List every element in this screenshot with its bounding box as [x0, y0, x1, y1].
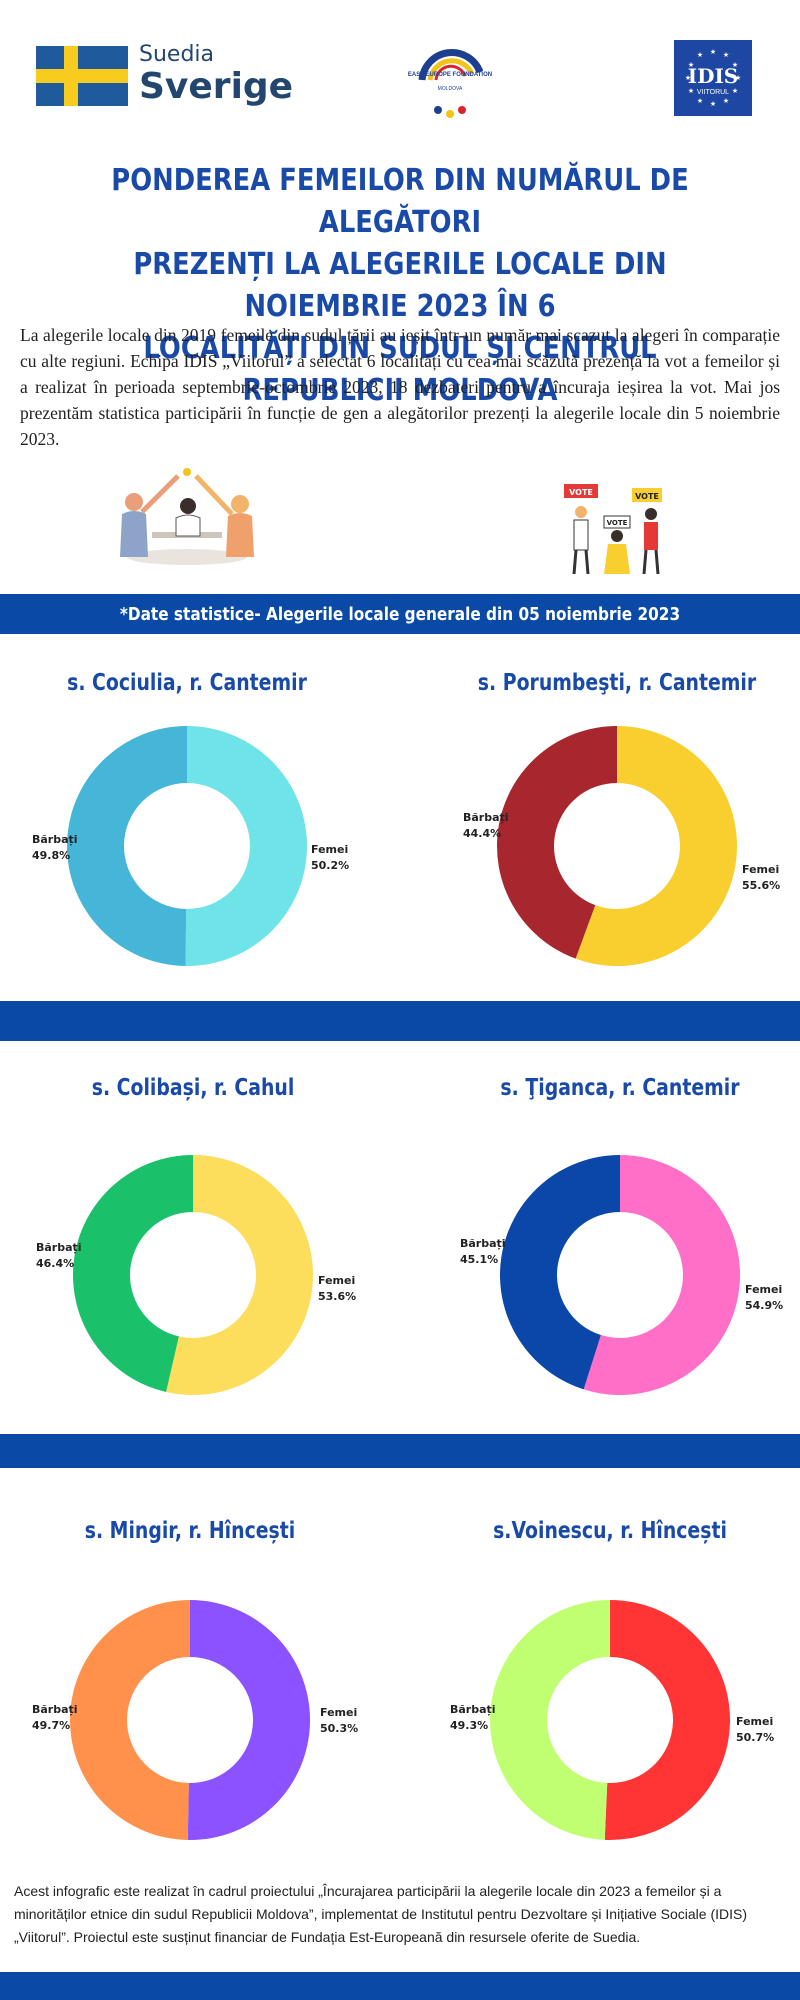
label-category: Femei — [742, 863, 780, 876]
eef-logo-text: EAST EUROPE FOUNDATION — [407, 72, 493, 78]
footer-note: Acest infografic este realizat în cadrul… — [14, 1883, 747, 1945]
chart-title-5: s. Mingir, r. Hîncești — [84, 1518, 296, 1544]
label-value: 55.6% — [742, 879, 781, 892]
label-value: 53.6% — [318, 1290, 357, 1303]
data-label-femei-5: Femei 50.3% — [320, 1705, 358, 1737]
title-line-3: LOCALITĂȚI DIN SUDUL ȘI CENTRUL REPUBLIC… — [143, 331, 657, 408]
stats-banner-text: *Date statistice- Alegerile locale gener… — [119, 604, 681, 625]
sweden-flag-icon — [36, 46, 128, 106]
label-category: Femei — [736, 1715, 774, 1728]
label-value: 54.9% — [745, 1299, 784, 1312]
data-label-barbati-4: Bărbați 45.1% — [460, 1236, 506, 1268]
vote-sign-text-2: VOTE — [635, 492, 659, 501]
label-value: 46.4% — [36, 1257, 75, 1270]
data-label-femei-4: Femei 54.9% — [745, 1282, 783, 1314]
label-value: 44.4% — [463, 827, 502, 840]
data-label-femei-3: Femei 53.6% — [318, 1273, 356, 1305]
title-line-1: PONDEREA FEMEILOR DIN NUMĂRUL DE ALEGĂTO… — [111, 163, 689, 240]
slice-brbai-4 — [500, 1155, 620, 1390]
label-value: 50.2% — [311, 859, 350, 872]
intro-paragraph: La alegerile locale din 2019 femeile din… — [20, 325, 780, 449]
women-high-five-illustration — [120, 468, 254, 565]
slice-brbai-3 — [73, 1155, 193, 1392]
label-category: Femei — [745, 1283, 783, 1296]
separator-band-3 — [0, 1972, 800, 2000]
label-value: 49.3% — [450, 1719, 489, 1732]
label-value: 50.7% — [736, 1731, 775, 1744]
label-category: Bărbați — [450, 1703, 496, 1716]
label-value: 45.1% — [460, 1253, 499, 1266]
data-label-femei-1: Femei 50.2% — [311, 842, 349, 874]
slice-femei-4 — [583, 1155, 741, 1395]
eu-stars-icon: ★ ★★ ★★★ ★★★ ★★★ — [685, 48, 741, 108]
sweden-logo-line1: Suedia — [139, 42, 215, 67]
slice-brbai-2 — [496, 726, 617, 959]
data-label-barbati-6: Bărbați 49.3% — [450, 1702, 496, 1734]
svg-text:★: ★ — [697, 51, 703, 59]
svg-text:★: ★ — [710, 48, 716, 56]
eef-logo-sub: MOLDOVA — [437, 86, 463, 92]
sweden-logo-line2: Sverige — [139, 66, 294, 107]
slice-brbai-1 — [66, 725, 187, 966]
label-category: Bărbați — [32, 1703, 78, 1716]
label-category: Femei — [320, 1706, 358, 1719]
slice-femei-5 — [187, 1600, 310, 1840]
vote-sign-text: VOTE — [569, 488, 593, 497]
vote-illustration: VOTE VOTE VOTE — [564, 484, 662, 575]
slice-femei-1 — [185, 726, 307, 966]
svg-text:★: ★ — [697, 97, 703, 105]
label-category: Femei — [318, 1274, 356, 1287]
svg-text:★: ★ — [710, 100, 716, 108]
label-value: 50.3% — [320, 1722, 359, 1735]
label-category: Bărbați — [32, 833, 78, 846]
svg-text:★: ★ — [723, 51, 729, 59]
label-category: Bărbați — [463, 811, 509, 824]
label-category: Bărbați — [460, 1237, 506, 1250]
sweden-logo: Suedia Sverige — [36, 42, 293, 114]
chart-title-4: s. Ţiganca, r. Cantemir — [500, 1075, 740, 1101]
svg-text:★: ★ — [685, 74, 691, 82]
data-label-femei-6: Femei 50.7% — [736, 1714, 774, 1746]
svg-text:★: ★ — [735, 74, 741, 82]
title-line-2: PREZENȚI LA ALEGERILE LOCALE DIN NOIEMBR… — [133, 247, 667, 324]
slice-brbai-6 — [489, 1600, 610, 1840]
data-label-barbati-2: Bărbați 44.4% — [463, 810, 509, 842]
chart-title-6: s.Voinescu, r. Hîncești — [493, 1518, 727, 1544]
chart-title-1: s. Cociulia, r. Cantemir — [67, 670, 307, 696]
idis-logo: ★ ★ ★ ★ ★ ★ ★ ★ ★ ★ ★ ★ IDIS VIITORUL — [674, 40, 752, 116]
slice-brbai-5 — [69, 1600, 190, 1840]
data-label-barbati-5: Bărbați 49.7% — [32, 1702, 78, 1734]
label-category: Femei — [311, 843, 349, 856]
slice-femei-6 — [604, 1600, 730, 1840]
separator-band-1 — [0, 1001, 800, 1041]
slice-femei-2 — [575, 726, 737, 966]
svg-text:★: ★ — [723, 97, 729, 105]
page-title: PONDEREA FEMEILOR DIN NUMĂRUL DE ALEGĂTO… — [65, 160, 736, 412]
separator-band-2 — [0, 1434, 800, 1468]
eef-logo: EAST EUROPE FOUNDATION MOLDOVA — [408, 36, 492, 118]
data-label-barbati-1: Bărbați 49.8% — [32, 832, 78, 864]
chart-title-2: s. Porumbeşti, r. Cantemir — [477, 670, 757, 696]
chart-title-3: s. Colibași, r. Cahul — [91, 1075, 295, 1101]
svg-text:★: ★ — [688, 61, 694, 69]
data-label-barbati-3: Bărbați 46.4% — [36, 1240, 82, 1272]
label-category: Bărbați — [36, 1241, 82, 1254]
idis-logo-sub: VIITORUL — [696, 89, 730, 96]
svg-text:★: ★ — [732, 61, 738, 69]
data-label-femei-2: Femei 55.6% — [742, 862, 780, 894]
svg-text:★: ★ — [688, 87, 694, 95]
idis-logo-text: IDIS — [687, 64, 739, 88]
svg-text:★: ★ — [732, 87, 738, 95]
label-value: 49.7% — [32, 1719, 71, 1732]
vote-sign-text-3: VOTE — [607, 519, 628, 527]
slice-femei-3 — [166, 1155, 314, 1396]
label-value: 49.8% — [32, 849, 71, 862]
stats-banner — [0, 594, 800, 634]
eef-arcs-icon — [418, 49, 484, 118]
